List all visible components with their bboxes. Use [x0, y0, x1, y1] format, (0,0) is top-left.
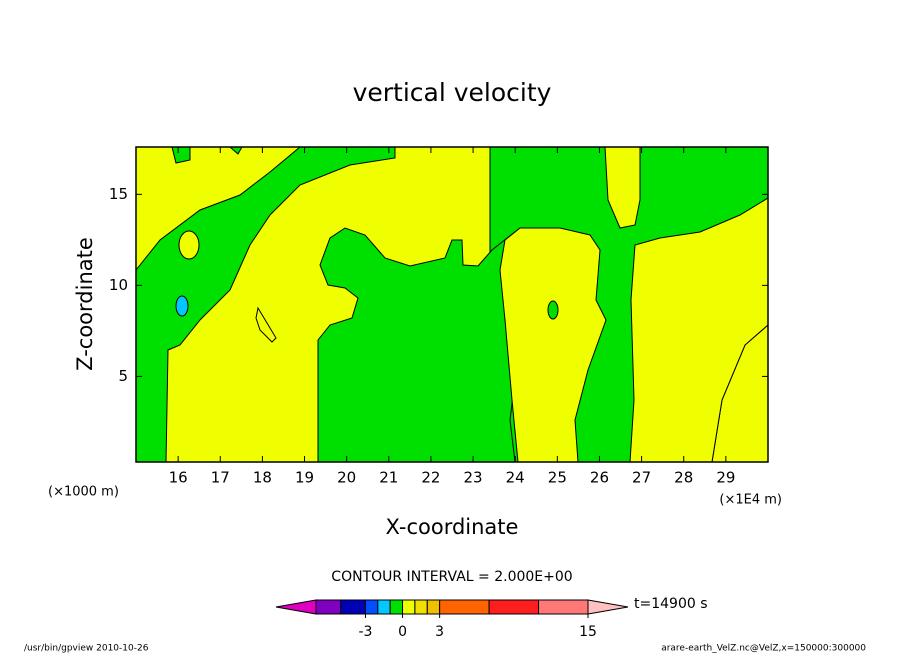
axes: 16 17 18 19 20 21 22 23 24 25 26 27 28 29 5 10 15: [109, 147, 768, 487]
colorbar-box: [315, 599, 342, 615]
colorbar-box: [414, 599, 428, 615]
colorbar-tick-label: -3: [358, 624, 372, 640]
x-tick-label: 23: [464, 469, 483, 487]
colorbar: -3 0 3 15: [275, 599, 629, 640]
y-tick-label: 5: [118, 367, 128, 385]
x-tick-label: 26: [590, 469, 609, 487]
colorbar-over: [587, 599, 629, 615]
colorbar-box: [340, 599, 366, 615]
plot-frame: [135, 146, 769, 463]
x-unit: (×1E4 m): [719, 493, 782, 508]
colorbar-box: [488, 599, 540, 615]
colorbar-under: [275, 599, 317, 615]
contour-region: [629, 197, 768, 462]
colorbar-box: [364, 599, 379, 615]
colorbar-tick-label: 0: [398, 624, 407, 640]
x-tick-label: 25: [548, 469, 567, 487]
x-tick-label: 24: [506, 469, 525, 487]
contour-region: [604, 147, 641, 229]
x-tick-label: 28: [674, 469, 693, 487]
x-axis-title: X-coordinate: [386, 515, 519, 539]
colorbar-box: [426, 599, 441, 615]
contour-region: [229, 147, 243, 155]
x-tick-label: 22: [421, 469, 440, 487]
colorbar-box: [377, 599, 391, 615]
colorbar-tick-label: 3: [435, 624, 444, 640]
contour-region: [499, 227, 607, 462]
y-tick-label: 10: [109, 276, 128, 294]
y-tick-label: 15: [109, 185, 128, 203]
colorbar-tick-label: 15: [579, 624, 597, 640]
x-tick-label: 19: [295, 469, 314, 487]
contour-region: [547, 300, 559, 320]
y-unit: (×1000 m): [48, 485, 119, 500]
x-tick-label: 29: [716, 469, 735, 487]
colorbar-box: [389, 599, 404, 615]
contour-region: [255, 306, 277, 343]
x-tick-label: 27: [632, 469, 651, 487]
contour-region: [136, 147, 396, 462]
x-tick-label: 17: [211, 469, 230, 487]
x-tick-label: 20: [337, 469, 356, 487]
footer-left: /usr/bin/gpview 2010-10-26: [24, 644, 149, 654]
contour-region: [171, 147, 191, 164]
y-axis-title: Z-coordinate: [73, 237, 97, 371]
time-label: t=14900 s: [634, 596, 708, 612]
x-tick-label: 21: [379, 469, 398, 487]
contour-interval: CONTOUR INTERVAL = 2.000E+00: [331, 569, 572, 585]
chart-title: vertical velocity: [353, 78, 552, 107]
x-tick-label: 16: [169, 469, 188, 487]
colorbar-box: [538, 599, 589, 615]
footer-right: arare-earth_VelZ.nc@VelZ,x=150000:300000: [661, 644, 866, 654]
x-tick-label: 18: [253, 469, 272, 487]
colorbar-box: [402, 599, 416, 615]
contour-field: [136, 147, 768, 462]
colorbar-box: [439, 599, 490, 615]
contour-region: [178, 230, 200, 260]
contour-region: [175, 295, 189, 317]
